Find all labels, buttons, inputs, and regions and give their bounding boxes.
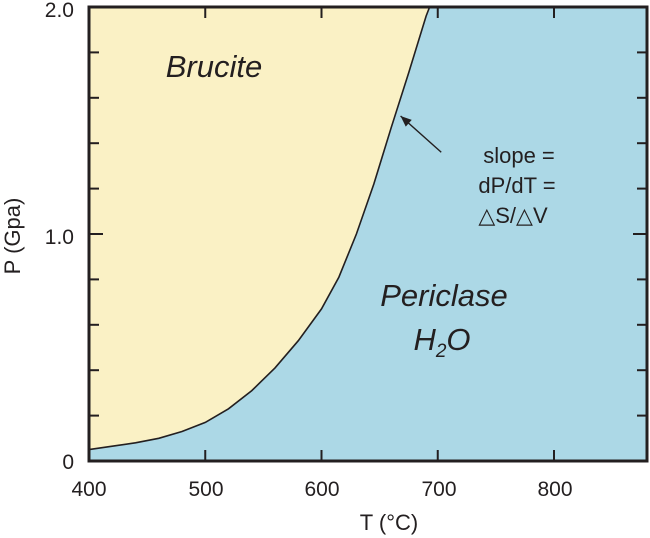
y-axis-title: P (Gpa) [0,198,25,275]
x-tick-label: 400 [71,478,106,501]
y-tick-labels: 0 1.0 2.0 [45,0,74,474]
arrow-head [400,115,412,127]
annotation-line-1: slope = [483,143,555,168]
axis-ticks [88,7,647,461]
periclase-label: Periclase [380,278,508,313]
region-fills [89,7,647,461]
annotation-arrow [400,115,442,153]
annotation-line-2: dP/dT = [478,173,555,198]
h2o-subscript: 2 [435,341,447,362]
annotation-line-3: △S/△V [478,203,548,228]
h2o-main: H [413,322,436,357]
x-axis-title: T (°C) [360,510,419,535]
x-tick-label: 600 [304,478,339,501]
y-tick-label: 0 [62,451,74,474]
slope-annotation: slope = dP/dT = △S/△V [400,115,556,228]
phase-boundary-line [88,6,431,451]
x-tick-label: 500 [188,478,223,501]
h2o-label: H2O [413,322,470,362]
y-tick-label: 2.0 [45,0,74,22]
h2o-end: O [446,322,470,357]
x-tick-labels: 400 500 600 700 800 [71,478,572,501]
brucite-region [89,7,430,450]
x-tick-label: 800 [537,478,572,501]
phase-boundary-curve [88,6,431,451]
x-tick-label: 700 [421,478,456,501]
y-tick-label: 1.0 [45,226,74,249]
brucite-label: Brucite [166,49,262,84]
